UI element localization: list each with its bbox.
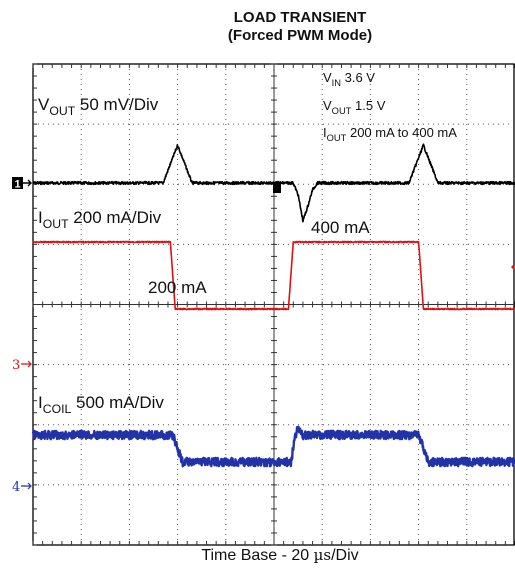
trace-i-coil (31, 425, 515, 468)
data-point (408, 182, 410, 184)
condition-2-symbol: V (323, 98, 332, 113)
channel-1-box (12, 177, 23, 189)
channel-label-1-symbol: V (38, 95, 50, 114)
data-point (205, 182, 208, 184)
channel-4-marker: 4 (12, 480, 32, 495)
level-label-200ma: 200 mA (148, 278, 207, 297)
data-point (311, 189, 314, 191)
trace-line (31, 425, 515, 468)
data-point (191, 182, 193, 184)
channel-label-3: ICOIL 500 mA/Div (38, 393, 164, 416)
channel-label-2-symbol: I (38, 208, 43, 227)
channel-label-3-subscript: COIL (43, 402, 72, 416)
data-point (297, 194, 299, 196)
data-point (302, 220, 304, 222)
data-point (162, 182, 164, 184)
data-point (422, 144, 425, 146)
channel-label-1-text: 50 mV/Div (75, 95, 159, 114)
channel-label-1-subscript: OUT (49, 104, 75, 118)
condition-3: IOUT 200 mA to 400 mA (323, 125, 457, 143)
channel-4-number: 4 (12, 480, 20, 495)
channel-label-2-subscript: OUT (43, 217, 69, 231)
channel-4-arrow (21, 482, 32, 490)
data-point (422, 308, 425, 310)
condition-3-symbol: I (323, 125, 327, 140)
data-point (437, 182, 439, 184)
data-point (446, 182, 449, 184)
channel-markers: 1 3 4 (12, 177, 515, 495)
trigger-marker-box (273, 182, 281, 193)
condition-2-subscript: OUT (332, 106, 352, 116)
data-point (32, 241, 34, 243)
condition-1-subscript: IN (332, 78, 341, 88)
trigger-marker (273, 182, 281, 193)
channel-label-3-symbol: I (38, 393, 43, 412)
data-point (295, 434, 297, 436)
data-point (290, 461, 292, 463)
channel-3-offscreen-mark (511, 265, 515, 269)
chart-title: LOAD TRANSIENT (233, 9, 367, 26)
data-point (316, 182, 318, 184)
condition-2-text: 1.5 V (351, 98, 385, 113)
x-axis-label-end: /Div (331, 547, 359, 564)
data-point (181, 461, 184, 463)
data-point (177, 144, 179, 146)
channel-1-arrow (23, 179, 32, 187)
chart-subtitle: (Forced PWM Mode) (227, 27, 373, 44)
level-label-400ma: 400 mA (311, 218, 370, 237)
channel-1-number: 1 (15, 179, 21, 191)
data-point (418, 241, 420, 243)
data-point (292, 241, 294, 243)
data-point (307, 205, 309, 208)
data-point (32, 434, 34, 436)
condition-2: VOUT 1.5 V (323, 98, 386, 116)
x-axis-label-start: Time Base - 20 (201, 547, 314, 564)
data-point (427, 461, 429, 463)
condition-1-text: 3.6 V (341, 70, 375, 85)
data-point (169, 241, 171, 243)
channel-3-marker: 3 (12, 358, 32, 373)
channel-1-marker: 1 (12, 177, 32, 191)
channel-3-arrow (21, 360, 32, 368)
channel-label-1: VOUT 50 mV/Div (38, 95, 159, 118)
data-point (418, 434, 420, 436)
data-point (32, 182, 34, 184)
data-point (292, 182, 294, 184)
data-point (174, 308, 176, 310)
channel-3-number: 3 (12, 358, 20, 373)
condition-3-subscript: OUT (327, 133, 347, 143)
x-axis-label: Time Base - 20 µs/Div (110, 545, 450, 566)
data-point (345, 182, 347, 184)
condition-3-text: 200 mA to 400 mA (346, 125, 457, 140)
data-point (287, 308, 290, 310)
channel-label-2: IOUT 200 mA/Div (38, 208, 162, 231)
condition-1-symbol: V (323, 70, 332, 85)
data-point (326, 182, 328, 184)
data-point (302, 434, 304, 436)
condition-1: VIN 3.6 V (323, 70, 375, 88)
channel-label-2-text: 200 mA/Div (69, 208, 162, 227)
x-axis-label-unit: µs (313, 546, 332, 564)
trace-line (32, 240, 515, 311)
channel-label-3-text: 500 mA/Div (71, 393, 164, 412)
data-point (297, 427, 299, 429)
data-point (172, 434, 174, 436)
